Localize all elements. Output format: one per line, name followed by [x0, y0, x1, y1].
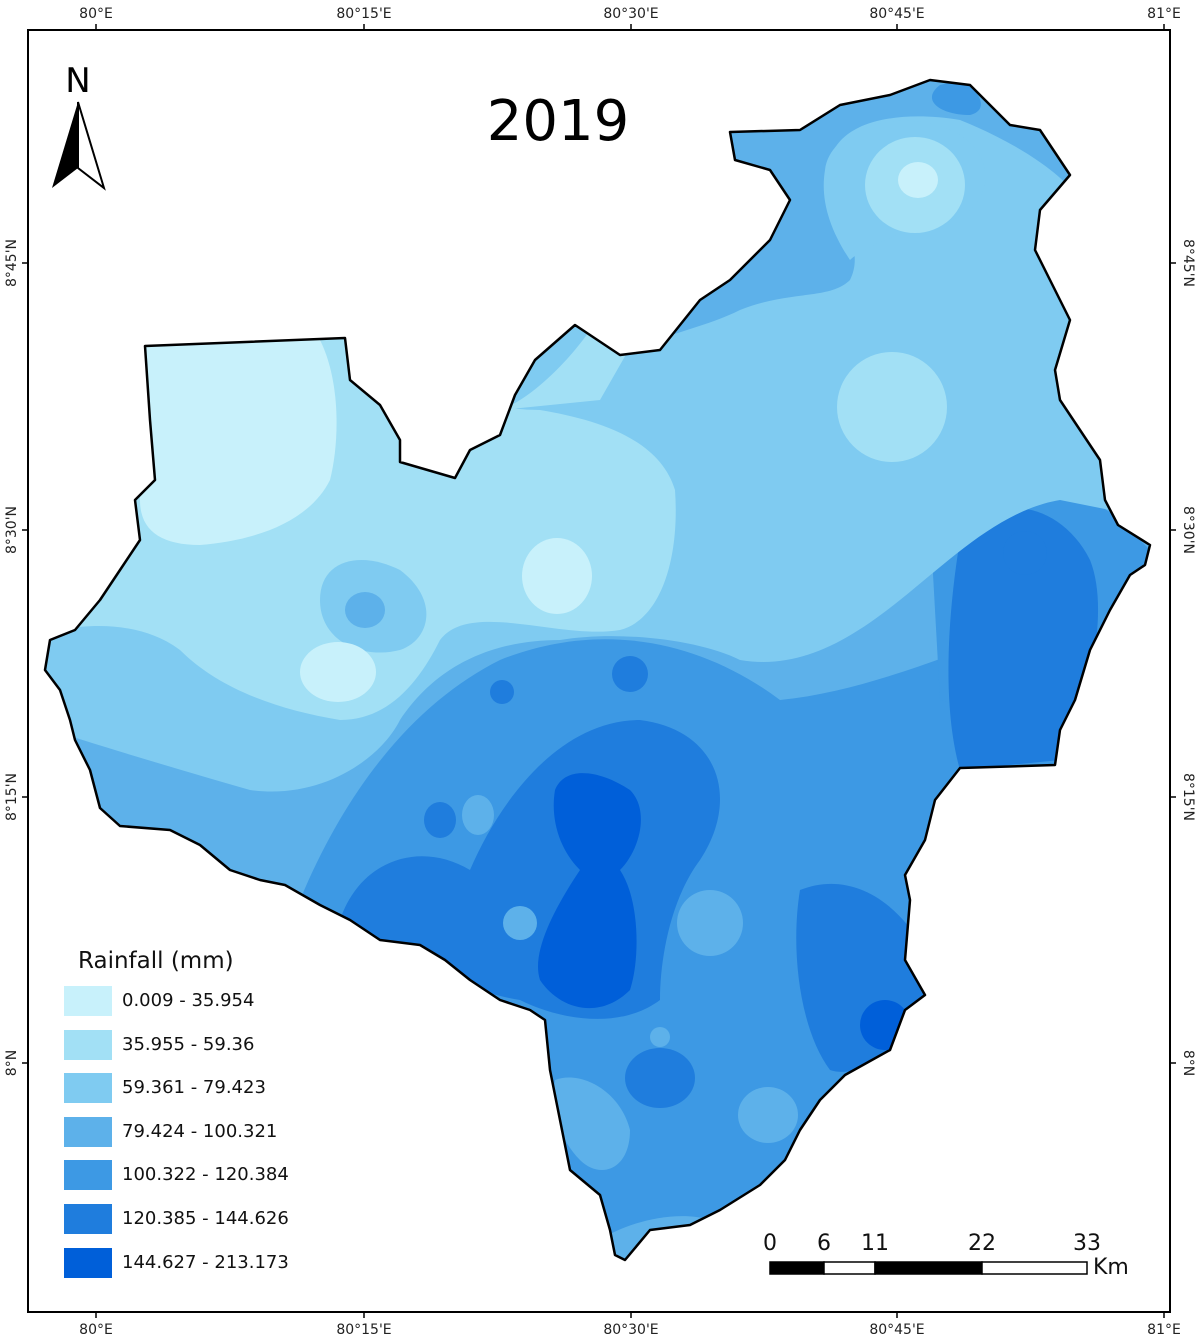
legend-label: 79.424 - 100.321 — [122, 1121, 277, 1142]
legend-title: Rainfall (mm) — [78, 948, 234, 974]
legend-swatch — [64, 1073, 112, 1103]
lon-label: 80°15'E — [336, 6, 391, 22]
zone-class2 — [500, 330, 640, 410]
legend-item: 144.627 - 213.173 — [64, 1248, 289, 1278]
scale-unit: Km — [1093, 1255, 1129, 1280]
zone-class2 — [837, 352, 947, 462]
lon-labels-top: 80°E 80°15'E 80°30'E 80°45'E 81°E — [79, 6, 1181, 22]
lat-label: 8°45'N — [1180, 239, 1196, 287]
zone-class4 — [677, 890, 743, 956]
zone-class4 — [650, 1027, 670, 1047]
zone-class6 — [625, 1048, 695, 1108]
lat-label: 8°45'N — [4, 239, 20, 287]
lon-label: 81°E — [1147, 6, 1181, 22]
legend-label: 100.322 - 120.384 — [122, 1164, 289, 1185]
lat-label: 8°15'N — [4, 773, 20, 821]
legend-swatch — [64, 1030, 112, 1060]
zone-class1 — [140, 340, 337, 545]
zone-class1 — [522, 538, 592, 614]
legend-item: 59.361 - 79.423 — [64, 1073, 266, 1103]
zone-class1 — [300, 642, 376, 702]
lon-label: 81°E — [1147, 1322, 1181, 1338]
legend-label: 120.385 - 144.626 — [122, 1208, 289, 1229]
district-boundary — [43, 78, 1152, 1262]
scale-bar: 0 6 11 22 33 Km — [763, 1231, 1129, 1280]
zone-class4 — [462, 795, 494, 835]
lon-labels-bottom: 80°E 80°15'E 80°30'E 80°45'E 81°E — [79, 1322, 1181, 1338]
north-label: N — [65, 61, 90, 101]
legend-label: 35.955 - 59.36 — [122, 1034, 254, 1055]
lat-label: 8°30'N — [1180, 506, 1196, 554]
zone-class6 — [424, 802, 456, 838]
lat-label: 8°N — [4, 1050, 20, 1076]
lat-labels-left: 8°45'N 8°30'N 8°15'N 8°N — [4, 239, 20, 1076]
legend-item: 120.385 - 144.626 — [64, 1204, 289, 1234]
zone-class5 — [931, 80, 981, 115]
legend-swatch — [64, 1248, 112, 1278]
zone-class6 — [612, 656, 648, 692]
legend-item: 79.424 - 100.321 — [64, 1117, 277, 1147]
zone-class6 — [1003, 531, 1047, 575]
lon-label: 80°45'E — [869, 1322, 924, 1338]
legend-item: 0.009 - 35.954 — [64, 986, 254, 1016]
zone-class1 — [898, 162, 938, 198]
zone-class6 — [948, 507, 1099, 770]
legend-label: 144.627 - 213.173 — [122, 1252, 289, 1273]
scale-label: 0 — [763, 1231, 777, 1256]
zone-class7 — [538, 773, 641, 1009]
legend-swatch — [64, 1160, 112, 1190]
scale-label: 6 — [817, 1231, 831, 1256]
lat-label: 8°30'N — [4, 506, 20, 554]
legend-item: 100.322 - 120.384 — [64, 1160, 289, 1190]
lon-label: 80°30'E — [603, 6, 658, 22]
frame-ticks — [22, 24, 1176, 1318]
legend-swatch — [64, 986, 112, 1016]
scale-label: 22 — [968, 1231, 996, 1256]
zone-class6 — [490, 680, 514, 704]
legend-label: 59.361 - 79.423 — [122, 1077, 266, 1098]
lon-label: 80°15'E — [336, 1322, 391, 1338]
legend-label: 0.009 - 35.954 — [122, 990, 254, 1011]
legend-item: 35.955 - 59.36 — [64, 1030, 254, 1060]
lon-label: 80°E — [79, 6, 113, 22]
lat-labels-right: 8°45'N 8°30'N 8°15'N 8°N — [1180, 239, 1196, 1076]
lon-label: 80°45'E — [869, 6, 924, 22]
zone-class4 — [553, 1077, 630, 1170]
map-title: 2019 — [487, 89, 630, 154]
lat-label: 8°N — [1180, 1050, 1196, 1076]
lat-label: 8°15'N — [1180, 773, 1196, 821]
legend: Rainfall (mm) 0.009 - 35.954 35.955 - 59… — [64, 948, 289, 1278]
legend-swatch — [64, 1204, 112, 1234]
scale-label: 33 — [1073, 1231, 1101, 1256]
legend-swatch — [64, 1117, 112, 1147]
lon-label: 80°30'E — [603, 1322, 658, 1338]
zone-class4 — [503, 906, 537, 940]
north-arrow-icon: N — [52, 61, 106, 191]
zone-class4 — [738, 1087, 798, 1143]
lon-label: 80°E — [79, 1322, 113, 1338]
zone-class4 — [345, 592, 385, 628]
scale-label: 11 — [861, 1231, 889, 1256]
